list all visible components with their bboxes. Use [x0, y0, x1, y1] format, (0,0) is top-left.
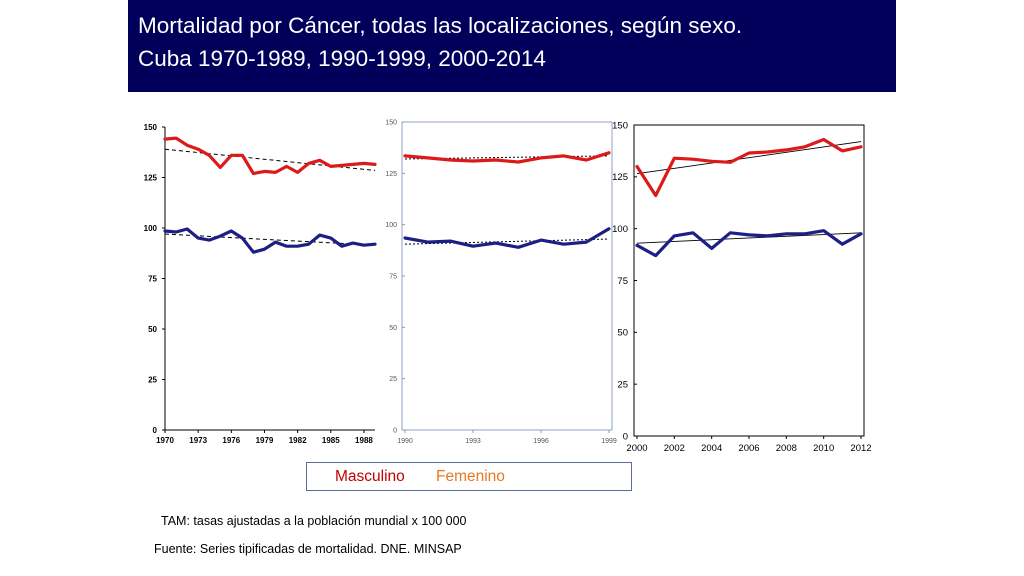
note-fuente: Fuente: Series tipificadas de mortalidad…: [154, 542, 462, 556]
y-tick-label: 25: [617, 379, 628, 390]
x-tick-label: 1970: [156, 436, 174, 445]
chart-panel-2: 0 25 50 75 100 125 150 1990 1993 1996 1999: [385, 119, 617, 445]
y-tick-label: 0: [153, 426, 158, 435]
x-tick-label: 1979: [256, 436, 274, 445]
series-line-femenino: [403, 227, 611, 249]
x-tick-label: 2004: [701, 443, 722, 454]
x-tick-label: 1999: [601, 438, 617, 445]
y-tick-label: 50: [617, 328, 628, 339]
legend: Masculino Femenino: [306, 462, 632, 491]
y-tick-label: 150: [612, 120, 628, 131]
trend-line-femenino: [636, 232, 862, 244]
y-tick-label: 125: [385, 171, 397, 178]
chart-panel-1: 0 25 50 75 100 125 150 1970 1973 1976 1979 1982 1985…: [144, 123, 377, 445]
y-tick-label: 0: [623, 431, 628, 442]
y-tick-label: 25: [148, 375, 157, 384]
y-tick-label: 50: [389, 325, 397, 332]
x-tick-label: 1976: [222, 436, 240, 445]
x-tick-label: 2000: [626, 443, 647, 454]
x-tick-label: 1988: [355, 436, 373, 445]
y-tick-label: 50: [148, 325, 157, 334]
trend-line-masculino: [164, 148, 376, 171]
trend-line-masculino: [636, 141, 862, 175]
x-tick-label: 2012: [850, 443, 871, 454]
x-tick-label: 1982: [289, 436, 307, 445]
y-tick-label: 0: [393, 427, 397, 434]
title-line-2: Cuba 1970-1989, 1990-1999, 2000-2014: [138, 46, 546, 71]
x-tick-label: 2010: [813, 443, 834, 454]
y-tick-label: 100: [612, 224, 628, 235]
title-line-1: Mortalidad por Cáncer, todas las localiz…: [138, 13, 743, 38]
legend-masculino: Masculino: [335, 468, 405, 485]
series-line-masculino: [163, 136, 377, 176]
y-tick-label: 75: [389, 273, 397, 280]
x-tick-label: 2002: [664, 443, 685, 454]
x-tick-label: 1993: [465, 438, 481, 445]
y-tick-label: 25: [389, 376, 397, 383]
chart-panel-3: 0 25 50 75 100 125 150 2000 2002 2004 2006 2008 2010…: [612, 120, 871, 454]
x-tick-label: 1990: [397, 438, 413, 445]
y-tick-label: 150: [385, 119, 397, 126]
x-tick-label: 2006: [738, 443, 759, 454]
y-tick-label: 100: [144, 224, 158, 233]
y-tick-label: 125: [612, 172, 628, 183]
series-line-femenino: [163, 227, 377, 254]
y-tick-label: 150: [144, 123, 158, 132]
y-tick-label: 125: [144, 173, 158, 182]
series-line-femenino: [635, 229, 863, 258]
series-line-masculino: [403, 151, 611, 164]
title-bar: Mortalidad por Cáncer, todas las localiz…: [128, 0, 896, 92]
y-tick-label: 75: [617, 276, 628, 287]
plot-frame: [401, 121, 613, 431]
note-tam: TAM: tasas ajustadas a la población mund…: [161, 514, 467, 528]
x-tick-label: 1973: [189, 436, 207, 445]
legend-femenino: Femenino: [436, 468, 505, 485]
x-tick-label: 1985: [322, 436, 340, 445]
x-tick-label: 2008: [776, 443, 797, 454]
y-tick-label: 75: [148, 274, 157, 283]
y-tick-label: 100: [385, 222, 397, 229]
series-line-masculino: [635, 137, 863, 198]
x-tick-label: 1996: [533, 438, 549, 445]
